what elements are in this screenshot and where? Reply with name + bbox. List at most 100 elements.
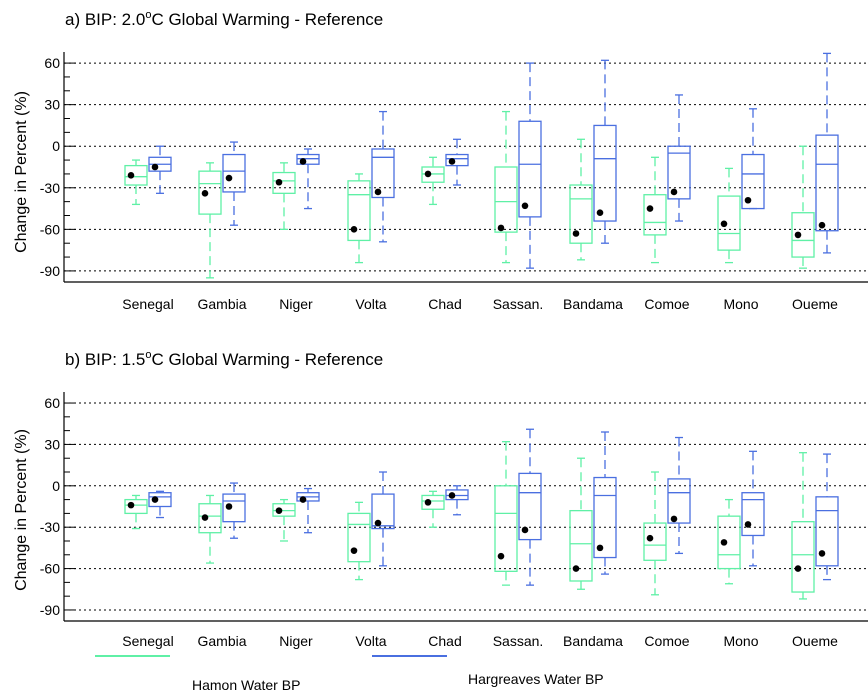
panel-a-box-hamon: [643, 156, 667, 264]
mean-marker: [794, 565, 802, 572]
mean-marker: [350, 547, 358, 554]
panel-b-box-hargreaves: [815, 453, 839, 581]
panel-a-category-label: Niger: [279, 296, 313, 312]
panel-b-box-hargreaves: [296, 487, 320, 534]
panel-a-box-hamon: [421, 156, 445, 206]
panel-a-y-tick-label: 30: [44, 97, 60, 113]
panel-a-category-label: Volta: [355, 296, 386, 312]
iqr-box: [518, 120, 542, 218]
mean-marker: [225, 174, 233, 182]
panel-a-y-axis-label: Change in Percent (%): [13, 91, 30, 253]
mean-marker: [818, 550, 826, 557]
panel-b-title: b) BIP: 1.5oC Global Warming - Reference: [65, 349, 383, 369]
iqr-box: [494, 485, 518, 572]
panel-b-box-hamon: [717, 498, 741, 585]
iqr-box: [494, 166, 518, 233]
panel-a-box-hargreaves: [296, 148, 320, 210]
panel-b-y-axis-label: Change in Percent (%): [13, 429, 30, 591]
panel-b-box-hargreaves: [593, 431, 617, 575]
mean-marker: [720, 220, 728, 228]
mean-marker: [424, 499, 432, 506]
mean-marker: [670, 515, 678, 523]
iqr-box: [717, 515, 741, 570]
iqr-box: [124, 498, 148, 515]
iqr-box: [815, 134, 839, 232]
iqr-box: [421, 166, 445, 183]
panel-b-chart: b) BIP: 1.5oC Global Warming - Reference…: [13, 349, 868, 649]
mean-marker: [374, 188, 382, 196]
mean-marker: [572, 230, 580, 237]
mean-marker: [127, 501, 135, 509]
panel-a-box-hargreaves: [371, 110, 395, 243]
iqr-box: [593, 124, 617, 222]
panel-a-chart: a) BIP: 2.0oC Global Warming - Reference…: [13, 9, 868, 312]
mean-marker: [299, 496, 307, 503]
panel-a-y-tick-label: 60: [44, 55, 60, 71]
panel-a-y-tick-label: 0: [52, 138, 60, 154]
panel-a-box-hargreaves: [593, 59, 617, 244]
panel-a-box-hamon: [569, 138, 593, 261]
panel-a-category-label: Mono: [723, 296, 758, 312]
iqr-box: [421, 494, 445, 510]
mean-marker: [225, 503, 233, 510]
iqr-box: [272, 171, 296, 194]
iqr-box: [791, 521, 815, 593]
mean-marker: [646, 534, 654, 542]
panel-b-category-label: Volta: [355, 633, 386, 649]
panel-a-box-hamon: [272, 162, 296, 230]
panel-a-box-hargreaves: [667, 94, 691, 222]
mean-marker: [374, 519, 382, 527]
iqr-box: [347, 512, 371, 563]
mean-marker: [497, 224, 505, 232]
panel-a-box-hargreaves: [518, 62, 542, 269]
iqr-box: [347, 180, 371, 242]
panel-b-box-hamon: [198, 494, 222, 564]
iqr-box: [198, 503, 222, 534]
mean-marker: [275, 178, 283, 186]
iqr-box: [518, 472, 542, 541]
mean-marker: [350, 226, 358, 233]
panel-a-title: a) BIP: 2.0oC Global Warming - Reference: [65, 9, 383, 29]
iqr-box: [124, 164, 148, 186]
panel-a-boxes: [124, 52, 839, 279]
mean-marker: [818, 221, 826, 229]
panel-a-y-tick-label: -90: [40, 263, 60, 279]
mean-marker: [646, 205, 654, 212]
iqr-box: [643, 522, 667, 561]
mean-marker: [521, 526, 529, 534]
iqr-box: [667, 478, 691, 524]
panel-a-category-label: Chad: [428, 296, 461, 312]
panel-b-y-tick-label: -90: [40, 602, 60, 618]
panel-b-category-label: Niger: [279, 633, 313, 649]
mean-marker: [201, 190, 209, 197]
panel-a-box-hargreaves: [445, 138, 469, 186]
panel-b-category-labels: Senegal Gambia Niger Volta Chad Sassan. Bandam…: [122, 633, 838, 649]
panel-a-box-hargreaves: [741, 108, 765, 210]
panel-b-y-tick-label: -30: [40, 519, 60, 535]
mean-marker: [521, 202, 529, 210]
panel-a-category-label: Senegal: [122, 296, 173, 312]
panel-a-category-label: Bandama: [563, 296, 623, 312]
mean-marker: [670, 188, 678, 196]
panel-b-category-label: Gambia: [197, 633, 246, 649]
iqr-box: [569, 509, 593, 582]
panel-b-box-hargreaves: [518, 428, 542, 586]
mean-marker: [127, 172, 135, 179]
iqr-box: [741, 153, 765, 210]
panel-b-box-hamon: [124, 494, 148, 530]
mean-marker: [151, 496, 159, 503]
iqr-box: [445, 489, 469, 501]
iqr-box: [717, 195, 741, 251]
panel-b-box-hamon: [643, 471, 667, 596]
mean-marker: [572, 565, 580, 572]
panel-a-y-tick-label: -30: [40, 180, 60, 196]
iqr-box: [148, 492, 172, 508]
iqr-box: [643, 194, 667, 236]
panel-b-box-hamon: [347, 501, 371, 581]
panel-b-box-hargreaves: [148, 490, 172, 519]
panel-b-box-hargreaves: [222, 482, 246, 539]
mean-marker: [424, 170, 432, 178]
panel-b-category-label: Chad: [428, 633, 461, 649]
panel-b-box-hargreaves: [667, 436, 691, 555]
